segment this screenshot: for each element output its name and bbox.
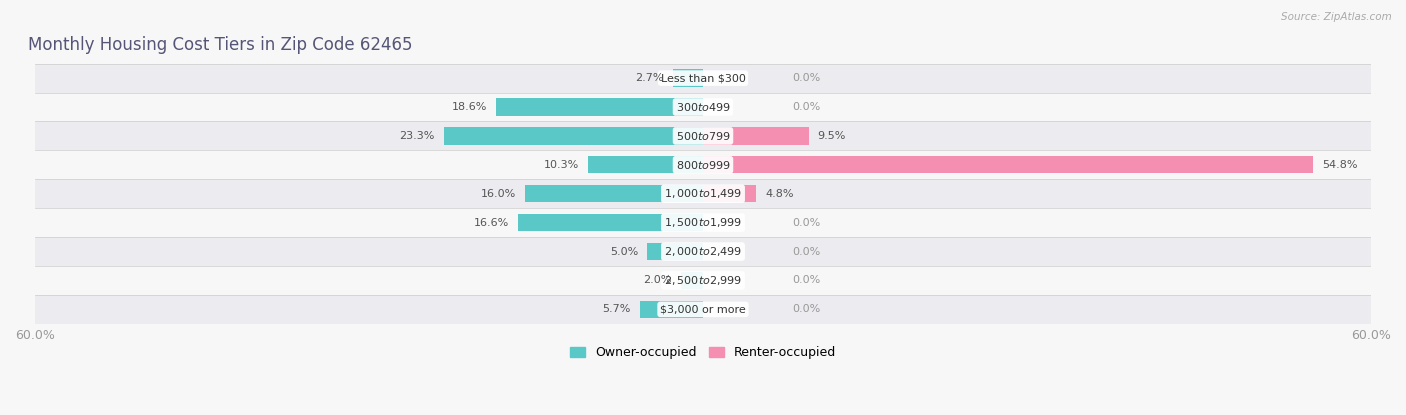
Text: 10.3%: 10.3% bbox=[544, 160, 579, 170]
Bar bbox=[35, 208, 1371, 237]
Text: Monthly Housing Cost Tiers in Zip Code 62465: Monthly Housing Cost Tiers in Zip Code 6… bbox=[28, 36, 413, 54]
Text: $1,500 to $1,999: $1,500 to $1,999 bbox=[664, 216, 742, 229]
Text: 23.3%: 23.3% bbox=[399, 131, 434, 141]
Text: 0.0%: 0.0% bbox=[792, 276, 820, 286]
Bar bbox=[496, 98, 703, 116]
Text: $2,000 to $2,499: $2,000 to $2,499 bbox=[664, 245, 742, 258]
Bar bbox=[35, 122, 1371, 150]
Bar bbox=[681, 272, 703, 289]
Bar bbox=[703, 185, 756, 203]
Bar bbox=[588, 156, 703, 173]
Bar bbox=[35, 150, 1371, 179]
Bar bbox=[524, 185, 703, 203]
Bar bbox=[443, 127, 703, 144]
Text: 5.7%: 5.7% bbox=[602, 304, 631, 315]
Bar bbox=[703, 156, 1313, 173]
Text: Less than $300: Less than $300 bbox=[661, 73, 745, 83]
Bar bbox=[647, 243, 703, 260]
Text: 18.6%: 18.6% bbox=[451, 102, 486, 112]
Text: $1,000 to $1,499: $1,000 to $1,499 bbox=[664, 187, 742, 200]
Bar bbox=[35, 179, 1371, 208]
Legend: Owner-occupied, Renter-occupied: Owner-occupied, Renter-occupied bbox=[565, 342, 841, 364]
Text: 2.7%: 2.7% bbox=[636, 73, 664, 83]
Bar bbox=[35, 63, 1371, 93]
Text: 2.0%: 2.0% bbox=[644, 276, 672, 286]
Bar bbox=[35, 266, 1371, 295]
Text: 4.8%: 4.8% bbox=[765, 189, 794, 199]
Text: $500 to $799: $500 to $799 bbox=[675, 130, 731, 142]
Text: 0.0%: 0.0% bbox=[792, 102, 820, 112]
Bar bbox=[35, 295, 1371, 324]
Text: 0.0%: 0.0% bbox=[792, 217, 820, 228]
Text: 16.0%: 16.0% bbox=[481, 189, 516, 199]
Bar bbox=[35, 93, 1371, 122]
Text: 0.0%: 0.0% bbox=[792, 304, 820, 315]
Text: $3,000 or more: $3,000 or more bbox=[661, 304, 745, 315]
Text: 5.0%: 5.0% bbox=[610, 247, 638, 256]
Text: $800 to $999: $800 to $999 bbox=[675, 159, 731, 171]
Bar bbox=[519, 214, 703, 231]
Text: Source: ZipAtlas.com: Source: ZipAtlas.com bbox=[1281, 12, 1392, 22]
Bar bbox=[673, 69, 703, 87]
Bar bbox=[35, 237, 1371, 266]
Bar bbox=[703, 127, 808, 144]
Text: 54.8%: 54.8% bbox=[1322, 160, 1358, 170]
Text: 0.0%: 0.0% bbox=[792, 247, 820, 256]
Text: 16.6%: 16.6% bbox=[474, 217, 509, 228]
Text: 9.5%: 9.5% bbox=[818, 131, 846, 141]
Text: $2,500 to $2,999: $2,500 to $2,999 bbox=[664, 274, 742, 287]
Bar bbox=[640, 301, 703, 318]
Text: $300 to $499: $300 to $499 bbox=[675, 101, 731, 113]
Text: 0.0%: 0.0% bbox=[792, 73, 820, 83]
